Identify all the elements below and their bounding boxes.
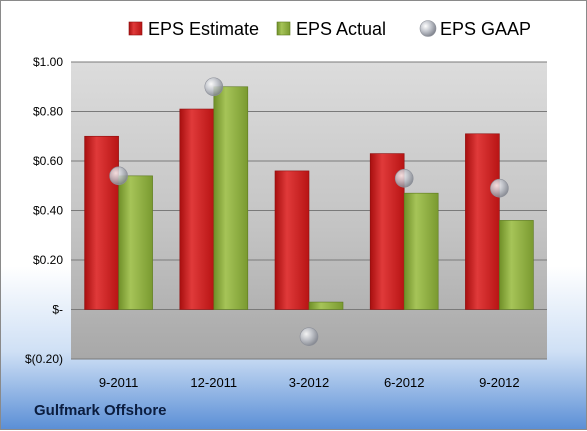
bar-eps-actual <box>213 86 249 310</box>
y-tick-label: $0.80 <box>33 105 63 119</box>
y-tick-label: $0.40 <box>33 204 63 218</box>
y-tick-label: $1.00 <box>33 55 63 69</box>
marker-eps-gaap <box>490 178 509 198</box>
bar-eps-actual <box>499 220 534 310</box>
marker-eps-gaap <box>394 169 414 188</box>
y-tick-label: $- <box>52 303 63 317</box>
legend-label: EPS Actual <box>296 19 386 39</box>
legend-swatch-gaap <box>419 20 437 37</box>
marker-eps-gaap <box>299 327 319 347</box>
y-tick-label: $0.20 <box>33 253 63 267</box>
bar-eps-actual <box>308 301 344 310</box>
bar-eps-actual <box>403 192 439 310</box>
legend-swatch-actual <box>276 21 291 36</box>
marker-eps-gaap <box>204 77 224 97</box>
company-name: Gulfmark Offshore <box>34 402 167 419</box>
bar-eps-estimate <box>84 135 119 310</box>
x-tick-label: 12-2011 <box>190 375 237 390</box>
bar-eps-actual <box>118 175 153 310</box>
x-tick-label: 3-2012 <box>289 375 329 390</box>
bar-eps-estimate <box>179 108 215 310</box>
bar-eps-estimate <box>465 133 500 310</box>
legend-label: EPS GAAP <box>440 19 531 39</box>
marker-eps-gaap <box>109 166 128 186</box>
legend-swatch-estimate <box>128 21 143 36</box>
x-tick-label: 9-2012 <box>479 375 519 390</box>
bar-eps-estimate <box>274 170 310 310</box>
legend-label: EPS Estimate <box>148 19 259 39</box>
y-tick-label: $0.60 <box>33 154 63 168</box>
y-tick-label: $(0.20) <box>25 352 63 366</box>
x-tick-label: 6-2012 <box>384 375 424 390</box>
x-tick-label: 9-2011 <box>99 375 139 390</box>
